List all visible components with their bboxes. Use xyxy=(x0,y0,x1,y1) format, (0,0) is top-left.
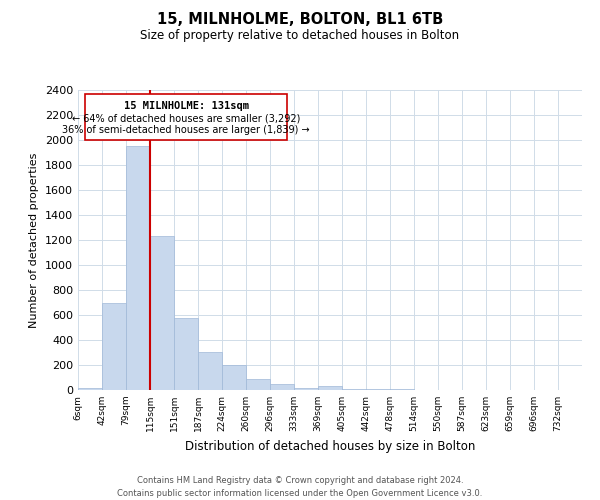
Bar xyxy=(198,352,222,390)
Text: 15 MILNHOLME: 131sqm: 15 MILNHOLME: 131sqm xyxy=(124,101,248,112)
Bar xyxy=(78,388,102,390)
Text: Contains public sector information licensed under the Open Government Licence v3: Contains public sector information licen… xyxy=(118,489,482,498)
Bar xyxy=(150,236,174,390)
Bar xyxy=(174,318,198,390)
FancyBboxPatch shape xyxy=(85,94,287,140)
Text: Contains HM Land Registry data © Crown copyright and database right 2024.: Contains HM Land Registry data © Crown c… xyxy=(137,476,463,485)
Text: 15, MILNHOLME, BOLTON, BL1 6TB: 15, MILNHOLME, BOLTON, BL1 6TB xyxy=(157,12,443,28)
X-axis label: Distribution of detached houses by size in Bolton: Distribution of detached houses by size … xyxy=(185,440,475,452)
Bar xyxy=(270,384,294,390)
Bar xyxy=(246,380,270,390)
Bar xyxy=(294,388,318,390)
Text: ← 64% of detached houses are smaller (3,292): ← 64% of detached houses are smaller (3,… xyxy=(72,114,300,124)
Bar xyxy=(102,302,126,390)
Bar xyxy=(126,146,150,390)
Bar xyxy=(318,386,342,390)
Text: Size of property relative to detached houses in Bolton: Size of property relative to detached ho… xyxy=(140,29,460,42)
Bar xyxy=(222,365,246,390)
Y-axis label: Number of detached properties: Number of detached properties xyxy=(29,152,40,328)
Text: 36% of semi-detached houses are larger (1,839) →: 36% of semi-detached houses are larger (… xyxy=(62,125,310,135)
